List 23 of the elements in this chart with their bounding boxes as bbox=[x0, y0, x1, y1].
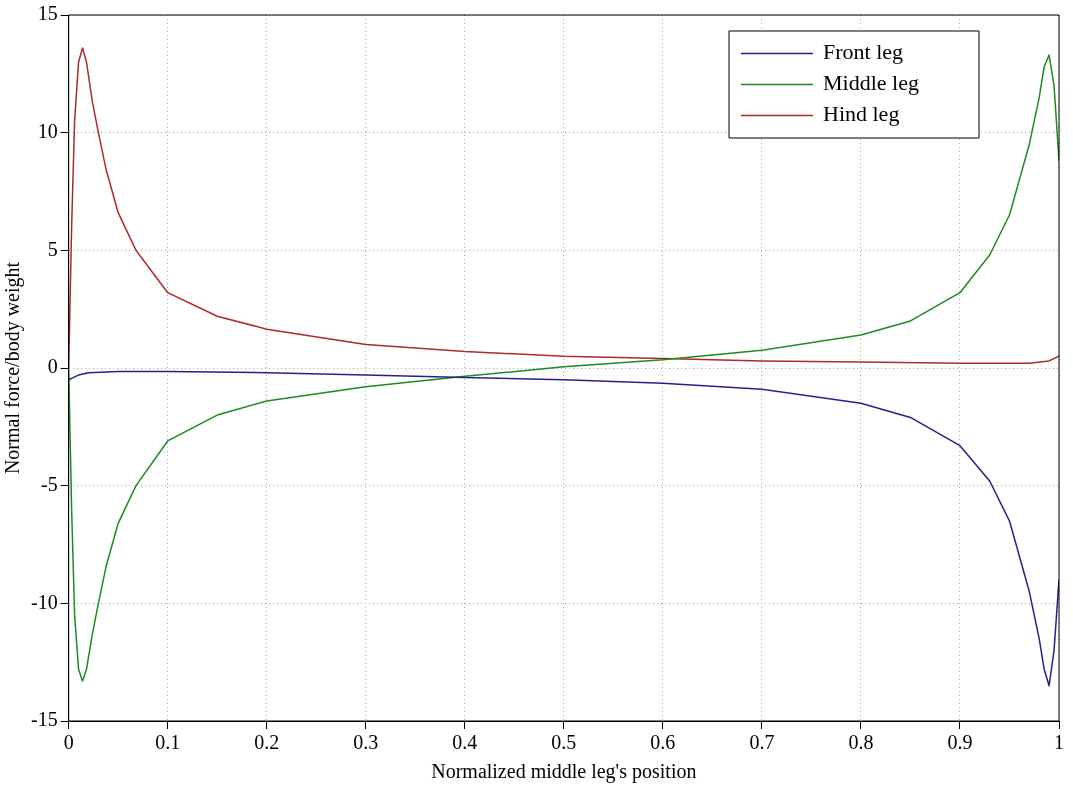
x-tick-label: 1 bbox=[1054, 731, 1064, 754]
x-tick-label: 0.1 bbox=[155, 731, 181, 754]
x-tick-label: 0.7 bbox=[749, 731, 775, 754]
x-tick-label: 0.5 bbox=[551, 731, 577, 754]
y-tick-label: 15 bbox=[37, 2, 58, 25]
y-tick-label: -10 bbox=[30, 590, 58, 613]
y-tick-label: 10 bbox=[37, 119, 58, 142]
x-tick-label: 0.3 bbox=[353, 731, 379, 754]
x-tick-label: 0.4 bbox=[452, 731, 478, 754]
y-tick-label: 0 bbox=[47, 355, 58, 378]
x-tick-label: 0 bbox=[63, 731, 74, 754]
y-tick-label: 5 bbox=[47, 237, 58, 260]
legend-label: Hind leg bbox=[823, 101, 900, 127]
y-tick-label: -5 bbox=[40, 472, 58, 495]
x-tick-label: 0.8 bbox=[848, 731, 874, 754]
x-tick-label: 0.6 bbox=[650, 731, 676, 754]
x-tick-label: 0.2 bbox=[254, 731, 280, 754]
x-tick-label: 0.9 bbox=[947, 731, 973, 754]
x-axis-title: Normalized middle leg's position bbox=[431, 760, 697, 784]
legend-label: Front leg bbox=[823, 39, 904, 65]
y-tick-label: -15 bbox=[30, 708, 58, 731]
y-axis-title: Normal force/body weight bbox=[1, 261, 25, 475]
legend-label: Middle leg bbox=[823, 70, 919, 96]
